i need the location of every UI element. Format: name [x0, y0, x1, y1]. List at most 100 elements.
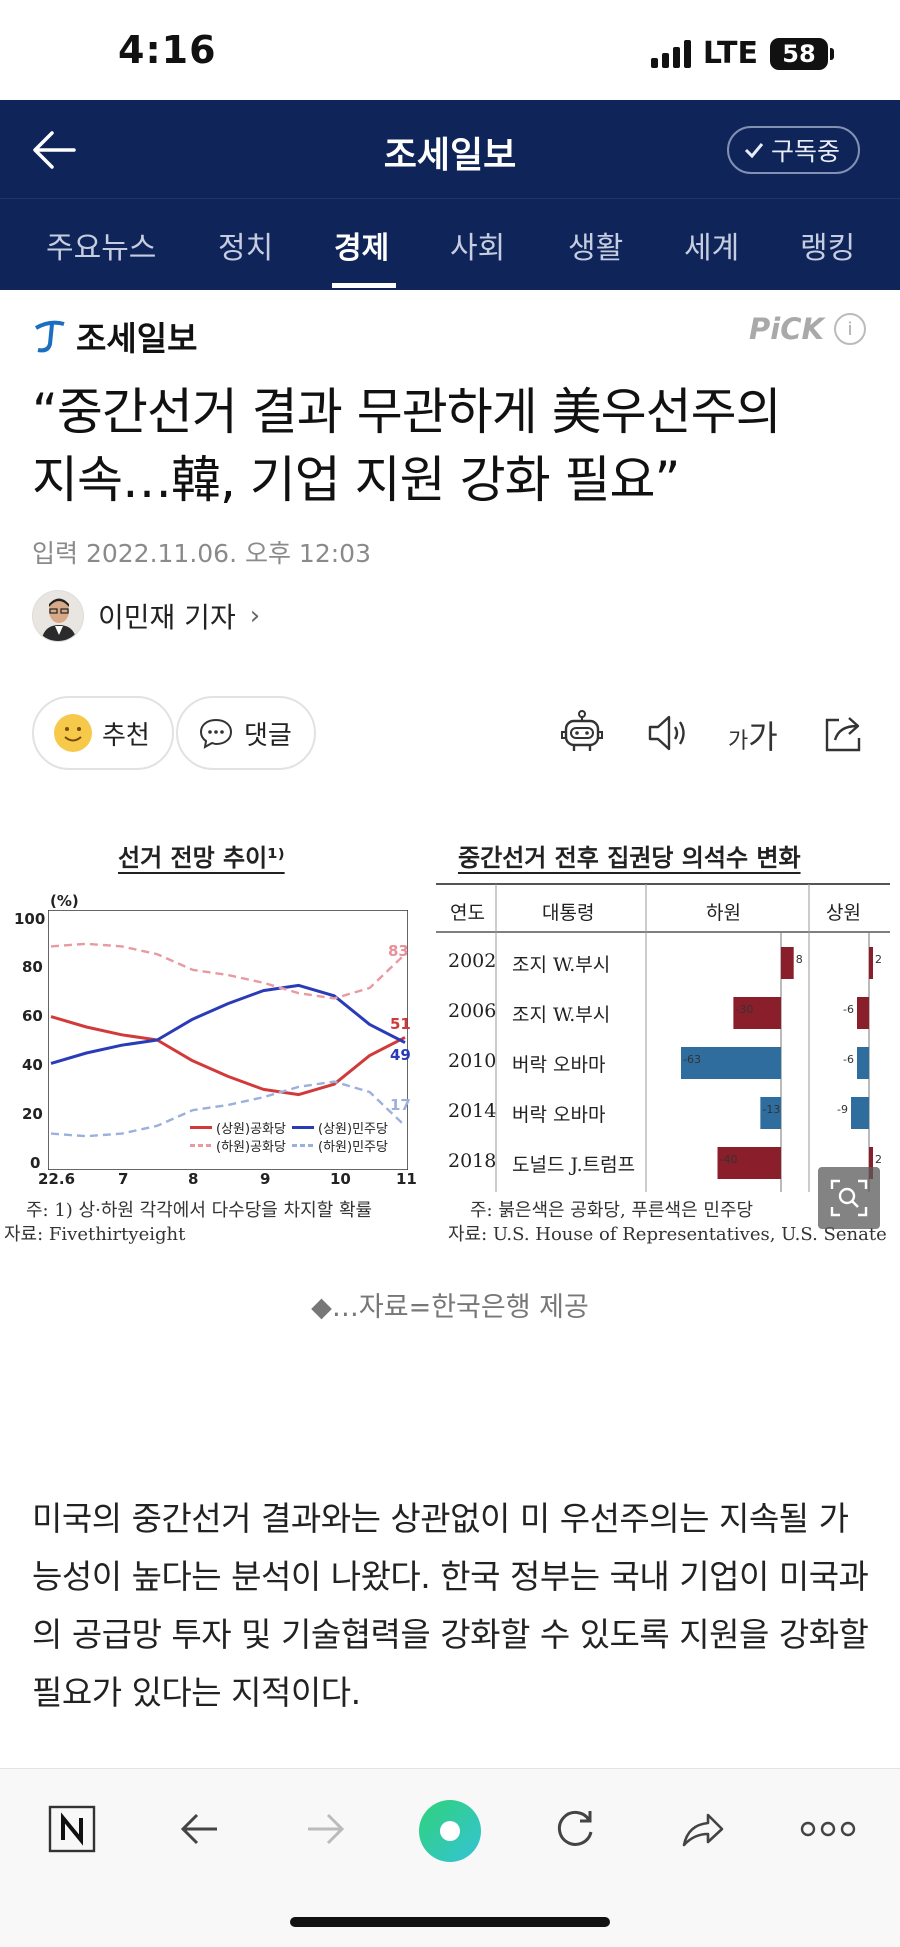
subscribe-label: 구독중	[770, 137, 840, 166]
press-logo-icon	[35, 320, 65, 353]
house-bar	[781, 947, 794, 979]
y-tick-label: 20	[22, 1105, 43, 1123]
article-date: 입력 2022.11.06. 오후 12:03	[32, 539, 371, 568]
house-bar-label: 8	[795, 953, 803, 966]
series-line-2	[50, 942, 406, 1000]
comment-button[interactable]: 댓글	[176, 696, 316, 770]
table-header-senate: 상원	[826, 902, 861, 924]
article-figure: 선거 전망 추이¹⁾ (%) 100 80 60 40 20 0 22.6 7 …	[0, 830, 900, 1250]
table-year: 2002	[448, 950, 497, 972]
subscribe-button[interactable]: 구독중	[726, 126, 860, 174]
reporter-link[interactable]: 이민재 기자 ›	[32, 590, 260, 642]
table-year: 2006	[448, 1000, 497, 1022]
legend-house-dem: (하원)민주당	[292, 1136, 388, 1155]
x-tick-label: 10	[330, 1170, 351, 1188]
comment-icon	[199, 718, 233, 749]
y-tick-label: 40	[22, 1056, 43, 1074]
tab-economy[interactable]: 경제	[334, 231, 390, 266]
senate-bar-label: -9	[837, 1103, 848, 1116]
tab-society[interactable]: 사회	[450, 231, 506, 266]
press-logo[interactable]: 조세일보	[32, 312, 197, 360]
check-icon	[744, 143, 764, 159]
status-time: 4:16	[118, 28, 217, 72]
senate-bar	[851, 1097, 869, 1129]
x-tick-label: 9	[260, 1170, 271, 1188]
y-tick-label: 100	[14, 910, 46, 928]
table-header-president: 대통령	[542, 902, 595, 924]
info-icon[interactable]: i	[834, 313, 866, 345]
signal-icon	[650, 39, 691, 68]
senate-bar-label: -6	[843, 1003, 854, 1016]
senate-bar	[857, 997, 869, 1029]
senate-bar	[869, 1147, 873, 1179]
tab-ranking[interactable]: 랭킹	[800, 231, 856, 266]
senate-bar	[857, 1047, 869, 1079]
house-bar-label: -13	[762, 1103, 781, 1116]
house-bar-label: -30	[735, 1003, 754, 1016]
article-body: 미국의 중간선거 결과와는 상관없이 미 우선주의는 지속될 가능성이 높다는 …	[32, 1499, 869, 1712]
back-arrow-icon[interactable]	[28, 124, 80, 176]
table-header-year: 연도	[450, 902, 485, 924]
app-header: 조세일보 구독중	[0, 100, 900, 198]
pick-label: PiCK	[749, 312, 824, 346]
tab-world[interactable]: 세계	[684, 231, 740, 266]
house-bar-label: -63	[683, 1053, 701, 1066]
tab-politics[interactable]: 정치	[218, 231, 274, 266]
refresh-icon[interactable]	[545, 1799, 605, 1859]
robot-icon[interactable]	[554, 705, 610, 761]
pick-badge: PiCK i	[749, 312, 866, 346]
comment-label: 댓글	[244, 720, 292, 751]
x-tick-label: 22.6	[38, 1170, 76, 1188]
naver-home-icon[interactable]	[42, 1799, 102, 1859]
x-tick-label: 11	[396, 1170, 417, 1188]
table-president: 조지 W.부시	[512, 1004, 611, 1026]
back-icon[interactable]	[170, 1799, 230, 1859]
zoom-image-button[interactable]	[818, 1167, 880, 1229]
avatar	[32, 590, 84, 642]
house-bar	[681, 1047, 781, 1079]
share-icon[interactable]	[816, 705, 872, 761]
y-unit-label: (%)	[50, 892, 79, 910]
house-bar	[733, 997, 781, 1029]
right-chart-note: 주: 붉은색은 공화당, 푸른색은 민주당	[470, 1200, 754, 1221]
house-bar	[717, 1147, 781, 1179]
font-size-icon[interactable]: 가가	[728, 718, 778, 756]
tab-life[interactable]: 생활	[568, 231, 624, 266]
legend-senate-dem: (상원)민주당	[292, 1118, 388, 1137]
left-chart-note: 주: 1) 상·하원 각각에서 다수당을 차지할 확률	[26, 1200, 373, 1221]
end-label-senate-dem: 49	[390, 1046, 411, 1064]
headline-line-2: 지속…韓, 기업 지원 강화 필요”	[32, 451, 680, 509]
recommend-label: 추천	[102, 720, 150, 751]
magnify-icon	[830, 1179, 868, 1217]
end-label-house-rep: 83	[388, 942, 409, 960]
more-icon[interactable]	[798, 1799, 858, 1859]
left-chart-source: 자료: Fivethirtyeight	[4, 1224, 186, 1245]
figure-caption: ◆…자료=한국은행 제공	[311, 1292, 589, 1323]
green-dot-icon[interactable]	[418, 1799, 482, 1863]
tab-main-news[interactable]: 주요뉴스	[46, 231, 157, 266]
press-name: 조세일보	[76, 319, 198, 358]
smile-icon	[54, 714, 92, 752]
category-tabs: 주요뉴스 정치 경제 사회 생활 세계 랭킹	[0, 198, 900, 290]
right-chart-source: 자료: U.S. House of Representatives, U.S. …	[448, 1224, 887, 1245]
forward-icon[interactable]	[295, 1799, 355, 1859]
table-year: 2014	[448, 1100, 497, 1122]
page-title: 조세일보	[383, 135, 517, 176]
table-president: 조지 W.부시	[512, 954, 611, 976]
legend-senate-rep: (상원)공화당	[190, 1118, 286, 1137]
battery-icon: 58	[770, 37, 834, 70]
legend-house-rep: (하원)공화당	[190, 1136, 286, 1155]
recommend-button[interactable]: 추천	[32, 696, 174, 770]
status-bar: 4:16 LTE 58	[0, 0, 900, 100]
y-tick-label: 80	[22, 958, 43, 976]
share-arrow-icon[interactable]	[672, 1799, 732, 1859]
reporter-name: 이민재 기자	[98, 601, 236, 634]
senate-bar-label: 2	[875, 1153, 882, 1166]
speaker-icon[interactable]	[640, 705, 696, 761]
network-type: LTE	[702, 36, 758, 71]
active-tab-indicator	[332, 283, 396, 288]
x-tick-label: 7	[118, 1170, 129, 1188]
senate-bar-label: 2	[875, 953, 882, 966]
house-bar-label: -40	[719, 1153, 738, 1166]
series-line-0	[50, 1015, 406, 1097]
